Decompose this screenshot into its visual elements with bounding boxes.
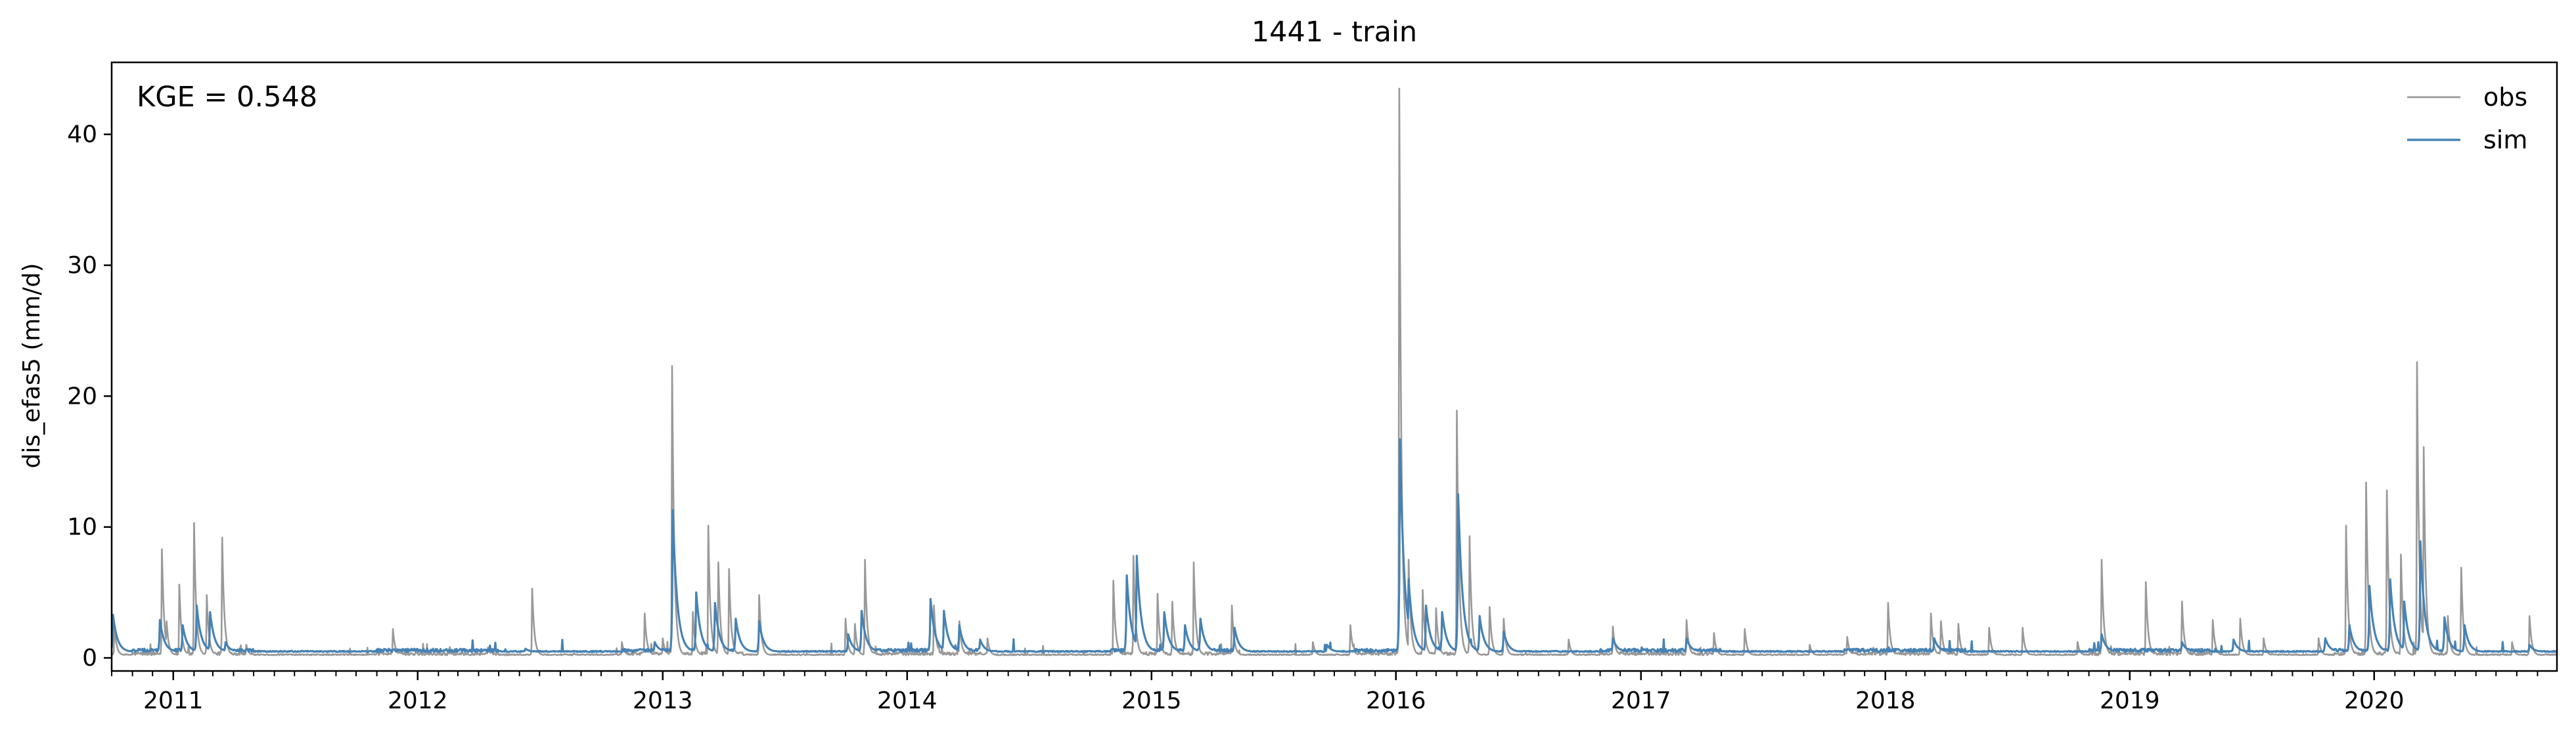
x-tick-label: 2014 (877, 687, 938, 714)
x-tick-label: 2011 (143, 687, 204, 714)
legend-label-sim: sim (2483, 125, 2527, 154)
y-tick-label: 30 (67, 252, 97, 279)
series-line-obs (111, 87, 2558, 657)
x-tick-label: 2016 (1366, 687, 1426, 714)
y-axis-label: dis_efas5 (mm/d) (18, 263, 45, 469)
x-tick-label: 2019 (2100, 687, 2160, 714)
y-tick-label: 10 (67, 514, 97, 541)
y-tick-label: 40 (67, 121, 97, 148)
y-tick-label: 20 (67, 383, 97, 410)
chart-title: 1441 - train (1252, 16, 1417, 49)
y-tick-label: 0 (82, 645, 97, 672)
y-axis-ticks: 0 10 20 30 40 (67, 121, 112, 672)
x-tick-label: 2013 (633, 687, 693, 714)
x-tick-label: 2018 (1855, 687, 1916, 714)
legend-label-obs: obs (2483, 83, 2527, 112)
x-tick-label: 2015 (1121, 687, 1182, 714)
kge-annotation: KGE = 0.548 (137, 81, 317, 114)
series-line-sim (110, 438, 2558, 653)
legend: obs sim (2407, 83, 2527, 154)
series-layer (110, 87, 2558, 657)
x-tick-label: 2020 (2344, 687, 2405, 714)
x-axis-ticks: 2011 2012 2013 2014 2015 2016 2017 2018 2019 2020 (111, 671, 2539, 714)
x-tick-label: 2017 (1611, 687, 1671, 714)
x-tick-label: 2012 (388, 687, 448, 714)
